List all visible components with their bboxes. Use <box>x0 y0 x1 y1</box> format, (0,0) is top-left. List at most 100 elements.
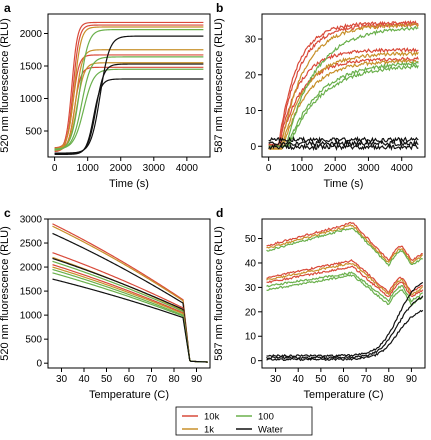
y-tick-label: 1000 <box>20 94 43 105</box>
y-tick-label: 30 <box>245 35 257 46</box>
y-tick-label: 0 <box>36 359 42 370</box>
y-tick-label: 2000 <box>20 263 43 274</box>
series-line-10k <box>268 19 419 146</box>
panel-letter: a <box>4 1 11 15</box>
y-tick-label: 40 <box>245 258 257 269</box>
y-tick-label: 10 <box>245 332 257 343</box>
series-line-100 <box>266 227 423 267</box>
x-tick-label: 4000 <box>391 163 414 174</box>
legend-label: 100 <box>258 412 274 423</box>
y-tick-label: 3000 <box>20 215 43 226</box>
plot-frame <box>47 13 211 158</box>
x-tick-label: 50 <box>315 374 327 385</box>
panel-a: a 0 1000 2000 3000 4000 500 1000 1500 2000 Time (s… <box>0 1 211 190</box>
series-line-water <box>52 232 208 363</box>
panel-letter: b <box>216 1 223 15</box>
series-line-1k <box>266 223 423 264</box>
y-tick-label: 500 <box>25 335 42 346</box>
series-line-10k <box>268 22 419 146</box>
series-line-100 <box>54 68 204 150</box>
series-line-water <box>54 78 204 155</box>
x-axis-label: Temperature (C) <box>89 389 169 401</box>
y-tick-label: 50 <box>245 234 257 245</box>
legend-label: 10k <box>204 412 220 423</box>
series-line-100 <box>52 260 208 363</box>
legend-label: 1k <box>204 425 214 436</box>
y-tick-label: 1000 <box>20 311 43 322</box>
series-line-1k <box>266 262 424 296</box>
series-line-1k <box>54 49 204 151</box>
y-tick-label: 1500 <box>20 287 43 298</box>
x-axis-label: Time (s) <box>109 178 149 190</box>
series-line-100 <box>54 56 204 151</box>
series-group <box>52 223 208 363</box>
series-line-100 <box>268 60 419 147</box>
series-line-1k <box>52 266 208 363</box>
x-tick-label: 30 <box>56 374 68 385</box>
series-line-water <box>268 139 419 148</box>
series-line-100 <box>268 25 419 147</box>
y-tick-label: 2000 <box>20 29 43 40</box>
series-line-water <box>52 257 208 363</box>
panel-b: b 0 1000 2000 3000 4000 0 10 20 30 Time (s) 587 nm … <box>213 1 426 190</box>
y-tick-label: 500 <box>25 127 42 138</box>
x-tick-label: 80 <box>168 374 180 385</box>
series-line-10k <box>54 24 204 153</box>
y-axis-label: 520 nm fluorescence (RLU) <box>0 226 11 361</box>
x-axis-label: Temperature (C) <box>303 389 383 401</box>
panel-letter: d <box>216 206 223 220</box>
legend-box <box>175 406 313 436</box>
series-line-10k <box>266 258 423 294</box>
series-line-10k <box>54 66 204 151</box>
series-line-10k <box>266 221 423 262</box>
series-line-10k <box>268 56 419 146</box>
x-tick-label: 60 <box>338 374 350 385</box>
x-tick-label: 3000 <box>357 163 380 174</box>
y-tick-label: 0 <box>250 142 256 153</box>
panel-d: d 30 40 50 60 70 80 90 0 10 20 30 40 50 Temperature (C… <box>213 206 426 401</box>
x-tick-label: 0 <box>52 163 58 174</box>
series-line-1k <box>268 23 419 147</box>
series-line-1k <box>54 26 204 150</box>
x-tick-label: 2000 <box>110 163 133 174</box>
legend: 10k 100 1k Water <box>175 406 313 436</box>
series-line-100 <box>52 268 208 363</box>
legend-label: Water <box>258 425 283 436</box>
series-group <box>266 221 424 362</box>
series-line-100 <box>266 273 424 307</box>
series-line-water <box>266 309 424 362</box>
x-tick-label: 3000 <box>143 163 166 174</box>
series-line-10k <box>54 21 204 151</box>
y-tick-label: 30 <box>245 283 257 294</box>
series-line-water <box>52 278 208 363</box>
x-tick-label: 80 <box>383 374 395 385</box>
series-line-water <box>266 281 424 358</box>
x-tick-label: 60 <box>123 374 135 385</box>
series-line-100 <box>54 29 204 151</box>
panel-letter: c <box>4 206 11 220</box>
y-axis-label: 587 nm fluorescence (RLU) <box>213 18 225 153</box>
series-line-10k <box>54 54 204 149</box>
x-tick-label: 40 <box>293 374 305 385</box>
x-tick-label: 50 <box>101 374 113 385</box>
y-tick-label: 20 <box>245 70 257 81</box>
plot-frame <box>261 218 426 369</box>
series-line-100 <box>52 272 208 363</box>
series-line-1k <box>52 225 208 363</box>
x-tick-label: 1000 <box>77 163 100 174</box>
series-line-100 <box>266 271 424 303</box>
series-line-water <box>268 142 419 152</box>
x-tick-label: 0 <box>266 163 272 174</box>
x-tick-label: 4000 <box>176 163 199 174</box>
series-line-10k <box>52 252 208 363</box>
y-tick-label: 2500 <box>20 239 43 250</box>
series-line-10k <box>266 265 424 298</box>
series-line-100 <box>268 64 419 147</box>
y-tick-label: 1500 <box>20 62 43 73</box>
y-tick-label: 20 <box>245 307 257 318</box>
y-tick-label: 10 <box>245 106 257 117</box>
x-tick-label: 30 <box>270 374 282 385</box>
plot-frame <box>261 13 426 158</box>
x-tick-label: 40 <box>78 374 90 385</box>
